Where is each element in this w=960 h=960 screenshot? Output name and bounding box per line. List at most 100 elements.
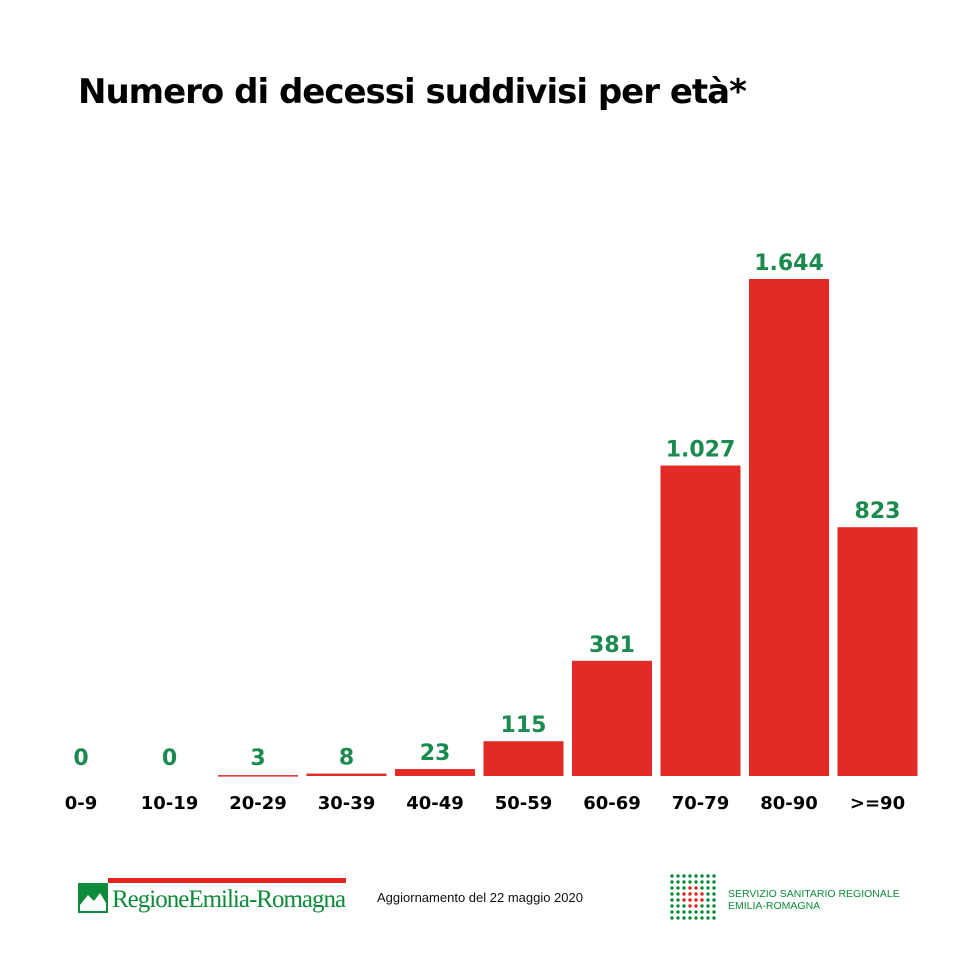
ssr-dot bbox=[694, 892, 698, 896]
ssr-dot bbox=[682, 880, 686, 884]
chart-title: Numero di decessi suddivisi per età* bbox=[78, 72, 747, 112]
ssr-dot bbox=[700, 910, 704, 914]
ssr-dot bbox=[712, 904, 716, 908]
ssr-dot bbox=[676, 916, 680, 920]
ssr-dot bbox=[706, 910, 710, 914]
ssr-dot bbox=[700, 880, 704, 884]
ssr-dot bbox=[670, 910, 674, 914]
ssr-dot bbox=[682, 892, 686, 896]
x-tick-label-20-29: 20-29 bbox=[229, 793, 287, 814]
ssr-dot bbox=[712, 892, 716, 896]
ssr-dot bbox=[706, 880, 710, 884]
ssr-dot bbox=[676, 898, 680, 902]
ssr-line-1: SERVIZIO SANITARIO REGIONALE bbox=[728, 888, 900, 900]
x-tick-label-60-69: 60-69 bbox=[583, 793, 641, 814]
ssr-dot bbox=[712, 874, 716, 878]
ssr-dot bbox=[682, 904, 686, 908]
ssr-dot bbox=[700, 892, 704, 896]
regione-logo: RegioneEmilia-Romagna bbox=[78, 878, 348, 920]
ssr-dot bbox=[706, 904, 710, 908]
ssr-dot bbox=[682, 898, 686, 902]
ssr-dot bbox=[682, 886, 686, 890]
bar->=90 bbox=[837, 527, 918, 776]
ssr-dot bbox=[682, 916, 686, 920]
ssr-dot bbox=[694, 916, 698, 920]
ssr-dot bbox=[682, 910, 686, 914]
ssr-dot bbox=[712, 916, 716, 920]
ssr-dot bbox=[670, 904, 674, 908]
ssr-dot bbox=[694, 904, 698, 908]
logo-red-bar bbox=[108, 878, 346, 883]
ssr-dot bbox=[712, 880, 716, 884]
ssr-dot bbox=[688, 916, 692, 920]
ssr-dot bbox=[688, 886, 692, 890]
ssr-dot bbox=[676, 904, 680, 908]
bar-60-69 bbox=[572, 660, 652, 776]
ssr-dot bbox=[670, 874, 674, 878]
update-date: Aggiornamento del 22 maggio 2020 bbox=[377, 890, 583, 905]
value-label-30-39: 8 bbox=[339, 746, 354, 771]
x-tick-label-30-39: 30-39 bbox=[318, 793, 376, 814]
value-label-80-90: 1.644 bbox=[754, 251, 824, 276]
ssr-dot bbox=[694, 910, 698, 914]
bar-30-39 bbox=[306, 773, 387, 776]
ssr-logo: SERVIZIO SANITARIO REGIONALE EMILIA-ROMA… bbox=[668, 872, 928, 922]
ssr-dot bbox=[688, 904, 692, 908]
ssr-dot bbox=[676, 874, 680, 878]
ssr-dot bbox=[706, 892, 710, 896]
ssr-dot bbox=[676, 880, 680, 884]
ssr-dot bbox=[688, 910, 692, 914]
value-label-10-19: 0 bbox=[162, 746, 177, 771]
ssr-dot bbox=[694, 874, 698, 878]
ssr-dot bbox=[670, 886, 674, 890]
ssr-dot bbox=[712, 910, 716, 914]
ssr-dot bbox=[676, 910, 680, 914]
bar-50-59 bbox=[483, 741, 564, 776]
ssr-dot bbox=[688, 874, 692, 878]
ssr-dot bbox=[706, 874, 710, 878]
ssr-dot bbox=[700, 874, 704, 878]
x-tick-label-40-49: 40-49 bbox=[406, 793, 464, 814]
x-tick-label-50-59: 50-59 bbox=[495, 793, 553, 814]
value-label-70-79: 1.027 bbox=[666, 438, 736, 463]
regione-logo-text: RegioneEmilia-Romagna bbox=[112, 886, 346, 913]
x-tick-label-10-19: 10-19 bbox=[141, 793, 199, 814]
value-label-50-59: 115 bbox=[501, 713, 547, 738]
ssr-line-2: EMILIA-ROMAGNA bbox=[728, 900, 821, 912]
ssr-dot bbox=[670, 898, 674, 902]
ssr-dot bbox=[694, 886, 698, 890]
ssr-dot bbox=[700, 916, 704, 920]
ssr-dot bbox=[712, 898, 716, 902]
ssr-dot bbox=[676, 886, 680, 890]
ssr-dot bbox=[688, 880, 692, 884]
value-label->=90: 823 bbox=[855, 499, 901, 524]
ssr-dot bbox=[694, 898, 698, 902]
ssr-dot bbox=[670, 892, 674, 896]
x-tick-label->=90: >=90 bbox=[850, 793, 905, 814]
ssr-dot bbox=[700, 904, 704, 908]
value-label-40-49: 23 bbox=[420, 741, 451, 766]
ssr-dot bbox=[700, 886, 704, 890]
ssr-dot bbox=[670, 880, 674, 884]
ssr-dot bbox=[694, 880, 698, 884]
bar-70-79 bbox=[660, 465, 741, 776]
ssr-dot bbox=[688, 892, 692, 896]
bar-80-90 bbox=[749, 279, 829, 776]
ssr-dot bbox=[706, 898, 710, 902]
x-tick-label-70-79: 70-79 bbox=[672, 793, 730, 814]
regione-flag-icon bbox=[78, 883, 108, 913]
x-tick-label-80-90: 80-90 bbox=[760, 793, 818, 814]
ssr-dot bbox=[706, 886, 710, 890]
value-label-0-9: 0 bbox=[73, 746, 88, 771]
bar-20-29 bbox=[218, 775, 298, 777]
ssr-dot bbox=[712, 886, 716, 890]
x-tick-label-0-9: 0-9 bbox=[65, 793, 98, 814]
ssr-dot bbox=[676, 892, 680, 896]
ssr-dot bbox=[706, 916, 710, 920]
value-label-20-29: 3 bbox=[250, 746, 265, 771]
ssr-dots-icon bbox=[670, 874, 716, 920]
value-label-60-69: 381 bbox=[589, 633, 635, 658]
ssr-dot bbox=[688, 898, 692, 902]
ssr-dot bbox=[682, 874, 686, 878]
